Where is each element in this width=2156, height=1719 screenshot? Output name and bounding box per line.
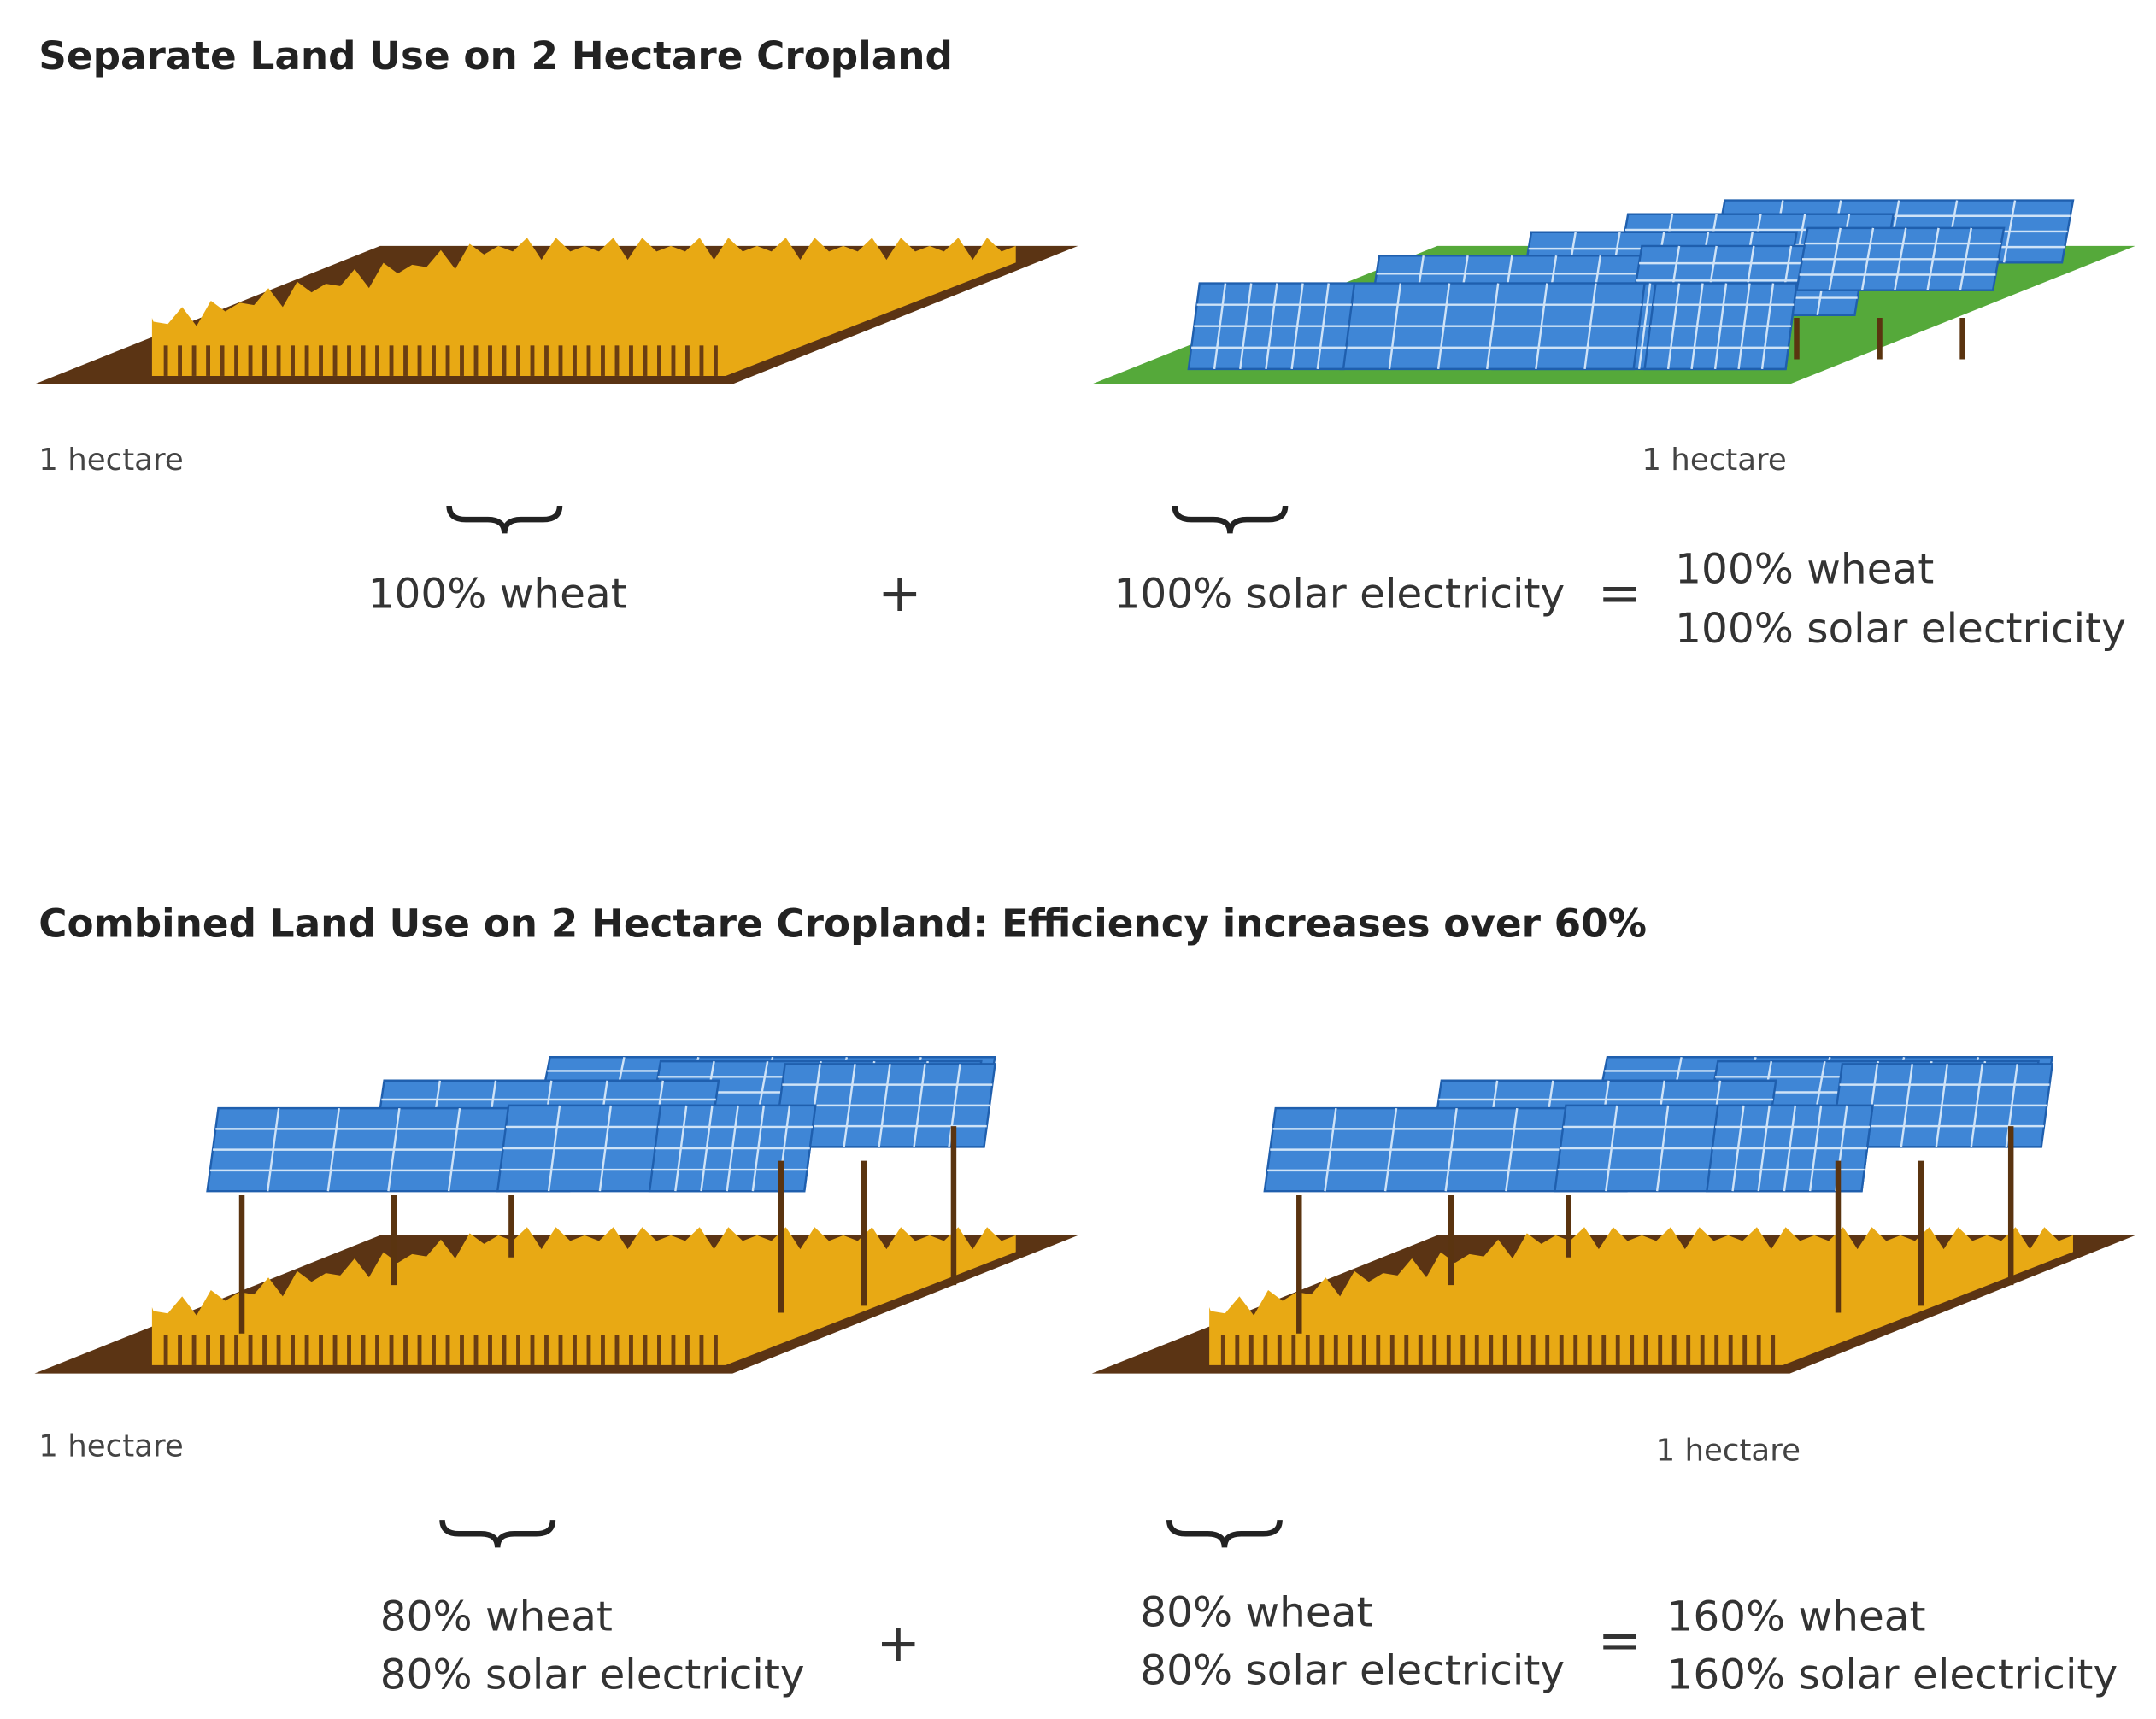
panel-grid — [547, 1105, 561, 1192]
panel-grid — [913, 1064, 926, 1147]
panel-grid — [1737, 283, 1751, 370]
wheat — [151, 1227, 1016, 1365]
operator: + — [878, 563, 921, 624]
wheat — [151, 238, 1016, 376]
panel-grid — [1666, 283, 1681, 370]
panel-grid — [1265, 283, 1278, 370]
right-line: 100% solar electricity — [1114, 571, 1566, 619]
panel-grid — [326, 1107, 340, 1192]
result-line: 160% solar electricity — [1666, 1651, 2118, 1698]
panel-grid — [1583, 283, 1597, 370]
panel-grid — [2002, 200, 2017, 263]
area-label: 1 hectare — [1642, 443, 1786, 478]
brace — [439, 1519, 556, 1548]
area-label: 1 hectare — [1656, 1434, 1801, 1469]
panel-grid — [1444, 1107, 1458, 1192]
panel-grid — [1637, 283, 1652, 370]
result-line: 100% wheat — [1675, 546, 1934, 594]
left-line: 100% wheat — [368, 571, 627, 619]
panel-grid — [1383, 1107, 1398, 1192]
panel-grid — [1828, 227, 1842, 290]
illustrations — [34, 199, 2135, 1374]
right-line: 80% solar electricity — [1140, 1647, 1565, 1695]
panel-grid — [1713, 283, 1728, 370]
panel-grid — [1926, 227, 1940, 290]
panel-grid — [1959, 227, 1973, 290]
panel-grid — [1760, 283, 1775, 370]
panel-grid — [1690, 283, 1704, 370]
brace — [446, 505, 563, 534]
section-title: Separate Land Use on 2 Hectare Cropland — [38, 33, 953, 79]
wheat — [1209, 1227, 2073, 1365]
panel-grid — [1605, 1105, 1618, 1192]
panel-grid — [878, 1064, 891, 1147]
right-line: 80% wheat — [1140, 1589, 1372, 1637]
panel-grid — [1655, 1105, 1670, 1192]
panel-grid — [700, 1105, 714, 1192]
panel-grid — [598, 1105, 613, 1192]
panel-grid — [1290, 283, 1304, 370]
brace — [1172, 505, 1289, 534]
panel-grid — [726, 1105, 739, 1192]
operator: + — [877, 1613, 920, 1674]
result-line: 160% wheat — [1666, 1593, 1925, 1640]
panel-grid — [1436, 283, 1451, 370]
panel-grid — [1324, 1107, 1337, 1192]
left-line: 80% solar electricity — [380, 1651, 805, 1698]
panel-grid — [1486, 283, 1500, 370]
panel-grid — [1731, 1105, 1745, 1192]
left-line: 80% wheat — [380, 1593, 613, 1640]
panel-grid — [1213, 283, 1227, 370]
panel-grid — [1757, 1105, 1771, 1192]
panel-grid — [267, 1107, 280, 1192]
area-label: 1 hectare — [38, 1429, 183, 1464]
panel-grid — [1535, 283, 1548, 370]
brace — [1166, 1519, 1283, 1548]
equals: = — [1598, 563, 1642, 624]
equals: = — [1598, 1610, 1642, 1671]
panel-grid — [1808, 1105, 1823, 1192]
panel-grid — [843, 1064, 856, 1147]
panel-grid — [387, 1107, 401, 1192]
panel-grid — [447, 1107, 461, 1192]
panel-grid — [1388, 283, 1402, 370]
section-title: Combined Land Use on 2 Hectare Cropland:… — [38, 901, 1647, 947]
panel-grid — [1783, 1105, 1797, 1192]
area-label: 1 hectare — [38, 443, 183, 478]
panel-grid — [1316, 283, 1330, 370]
panel-grid — [1239, 283, 1253, 370]
panel-grid — [1935, 1064, 1948, 1147]
panel-grid — [1894, 227, 1907, 290]
panel-grid — [1505, 1107, 1519, 1192]
panel-grid — [1860, 227, 1875, 290]
panel-grid — [1970, 1064, 1983, 1147]
panel-grid — [751, 1105, 766, 1192]
result-line: 100% solar electricity — [1675, 605, 2126, 653]
panel-grid — [1900, 1064, 1914, 1147]
panel-grid — [674, 1105, 688, 1192]
